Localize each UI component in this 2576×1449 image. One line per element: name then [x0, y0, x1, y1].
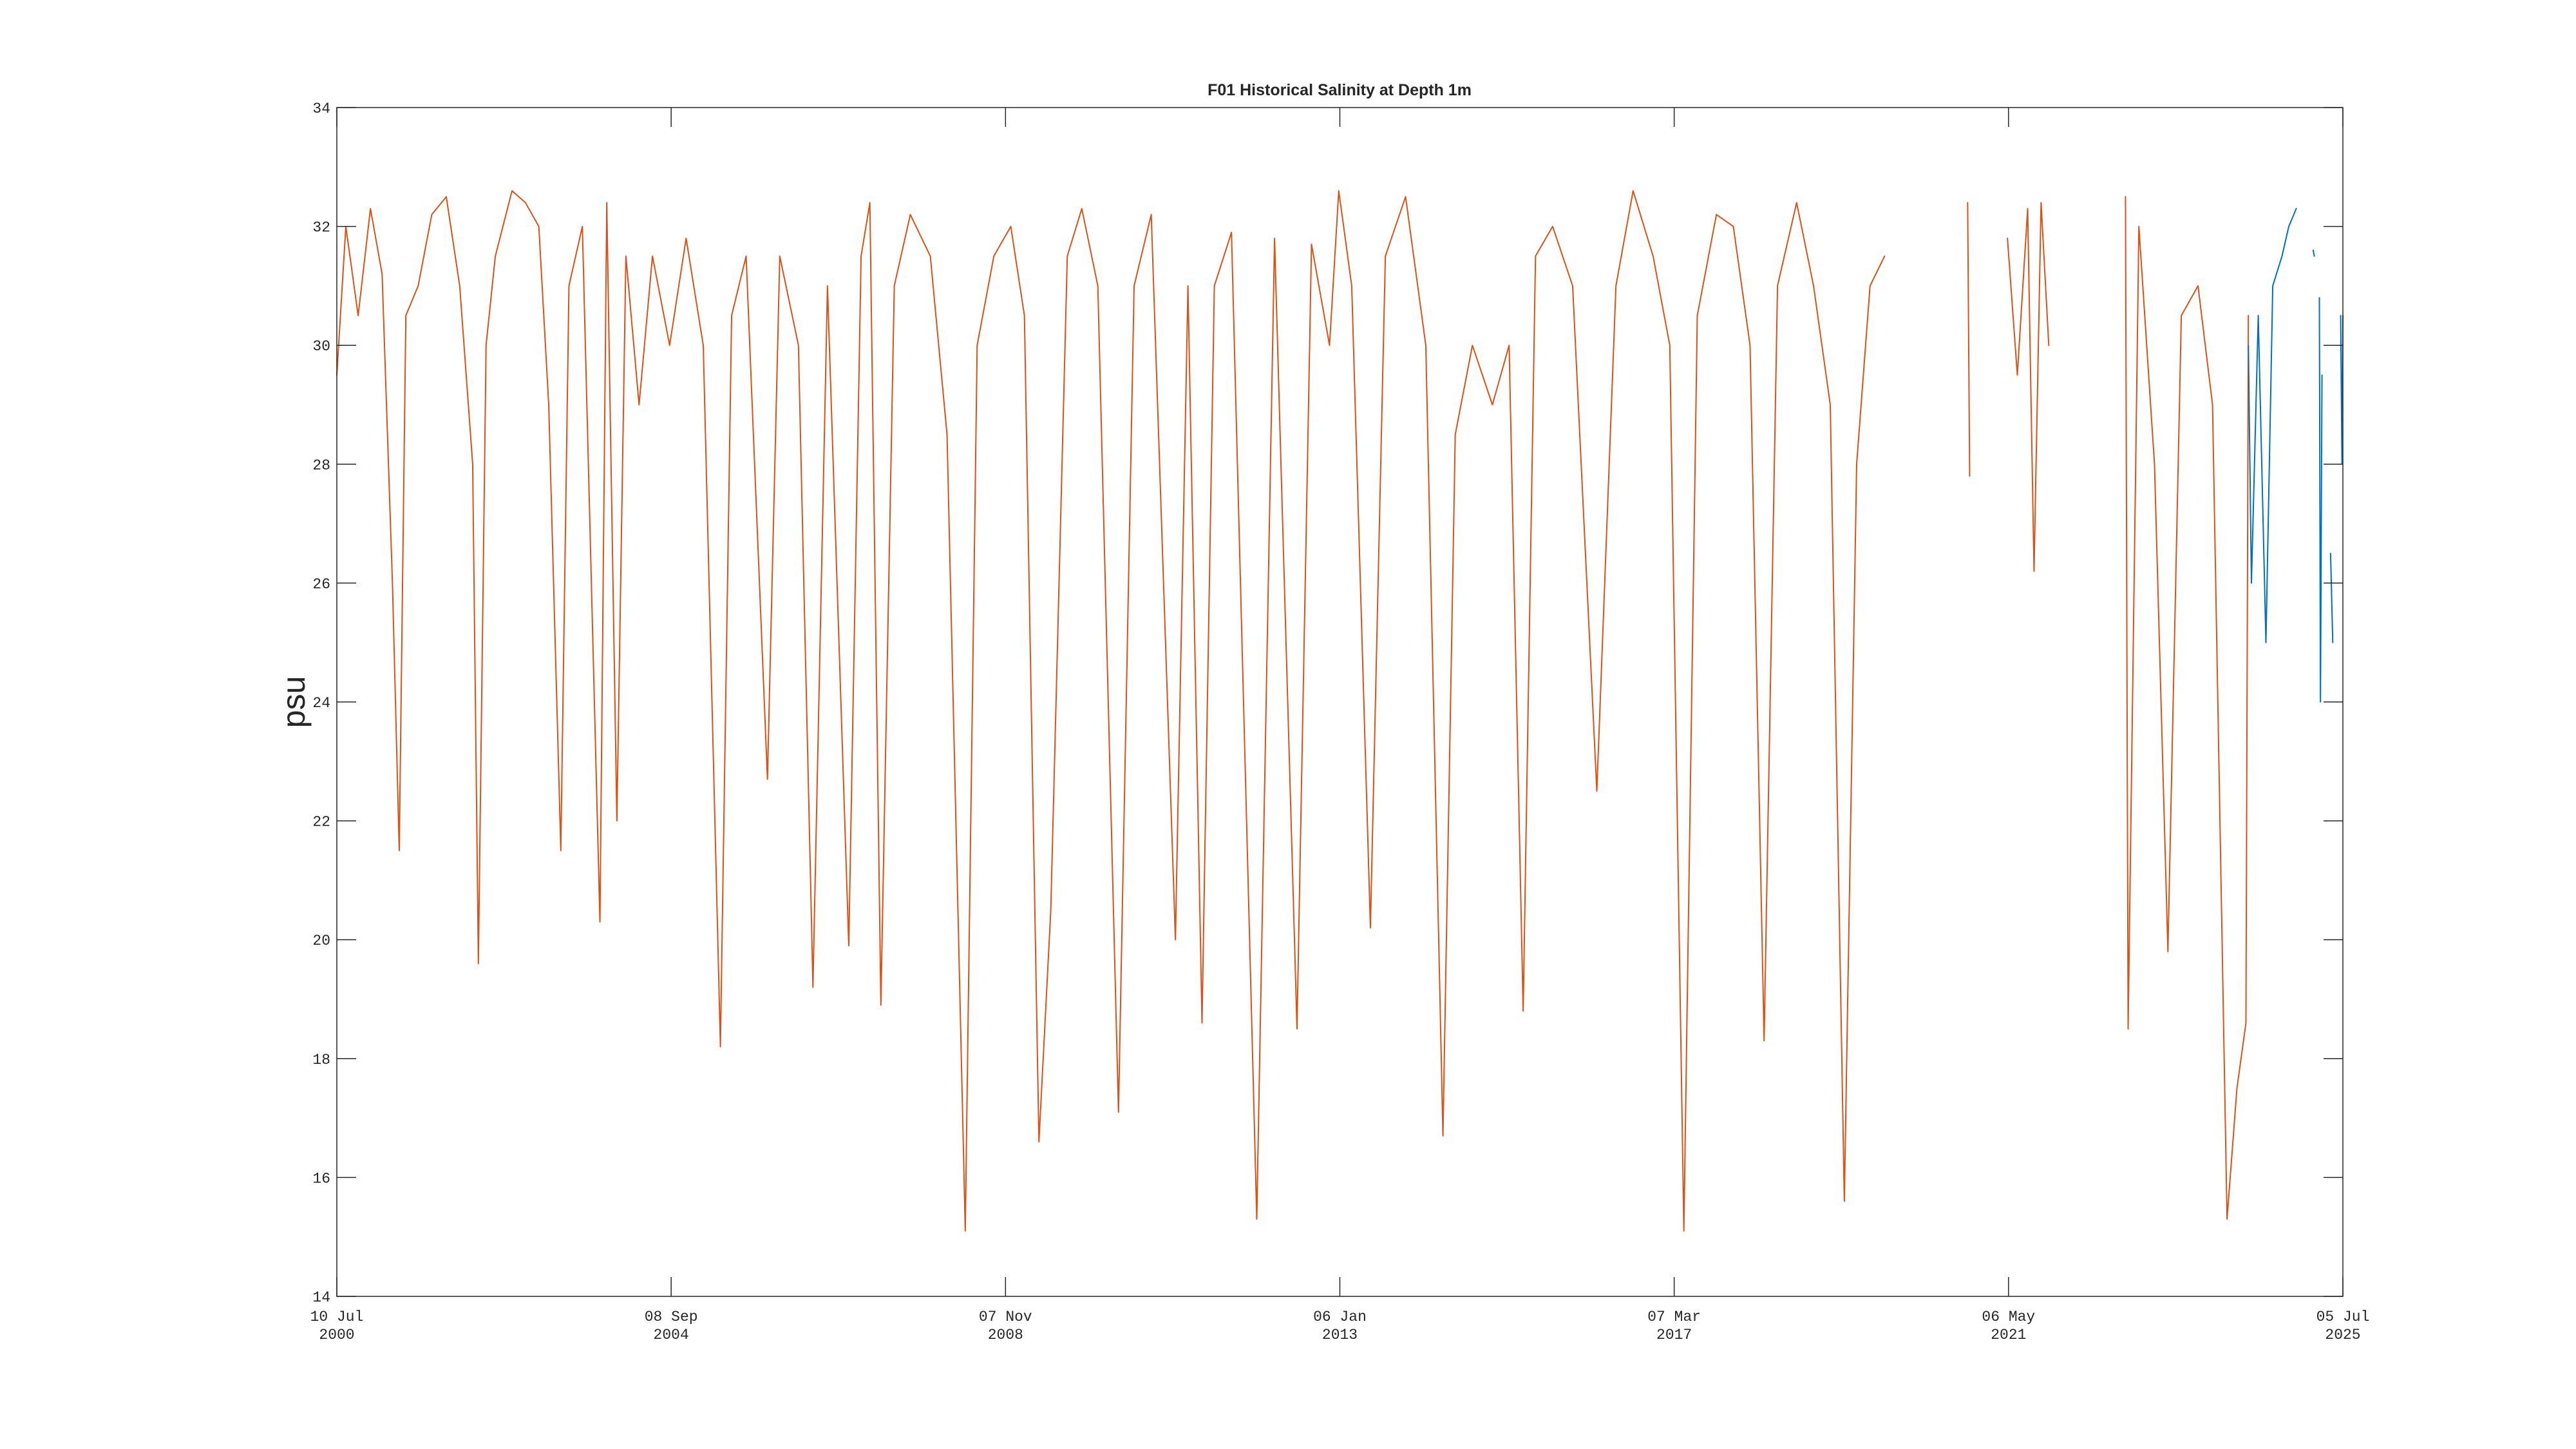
- x-tick-label: 2000: [319, 1327, 354, 1343]
- y-tick-label: 20: [312, 933, 330, 949]
- x-tick-label: 06 May: [1982, 1309, 2035, 1325]
- data-line: [336, 190, 2249, 1232]
- x-tick-label: 2017: [1656, 1327, 1692, 1343]
- x-tick-label: 2004: [654, 1327, 689, 1343]
- y-tick-label: 30: [312, 338, 330, 355]
- x-tick-label: 2013: [1322, 1327, 1358, 1343]
- y-tick-label: 18: [312, 1052, 330, 1068]
- y-tick-label: 14: [312, 1289, 330, 1306]
- y-tick-label: 34: [312, 100, 330, 117]
- x-tick-label: 2021: [1991, 1327, 2026, 1343]
- x-tick-label: 06 Jan: [1313, 1309, 1367, 1325]
- y-tick-label: 28: [312, 457, 330, 474]
- y-tick-label: 26: [312, 576, 330, 592]
- y-tick-label: 24: [312, 695, 330, 712]
- x-tick-label: 2008: [988, 1327, 1023, 1343]
- x-tick-label: 07 Nov: [979, 1309, 1032, 1325]
- x-tick-label: 07 Mar: [1647, 1309, 1701, 1325]
- y-tick-label: 32: [312, 220, 330, 236]
- x-tick-label: 05 Jul: [2316, 1309, 2370, 1325]
- y-axis-label: psu: [276, 676, 312, 728]
- y-tick-label: 22: [312, 814, 330, 831]
- x-tick-label: 2025: [2325, 1327, 2360, 1343]
- x-tick-label: 08 Sep: [645, 1309, 698, 1325]
- x-tick-label: 10 Jul: [310, 1309, 364, 1325]
- y-tick-label: 16: [312, 1170, 330, 1187]
- chart-title: F01 Historical Salinity at Depth 1m: [1208, 81, 1472, 99]
